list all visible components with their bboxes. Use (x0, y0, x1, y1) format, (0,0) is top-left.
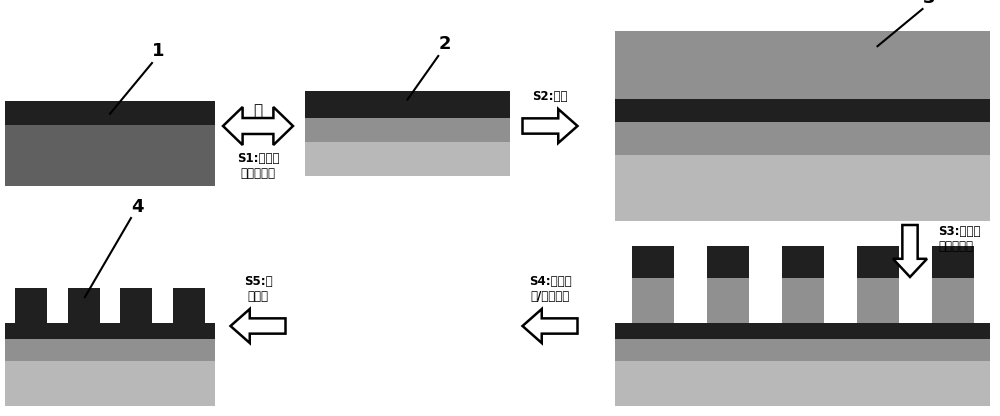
Bar (5, 323, 215, 339)
Bar (68, 287, 100, 323)
Text: S4:磁控溅
射/图形转移: S4:磁控溅 射/图形转移 (529, 275, 571, 303)
Bar (932, 278, 974, 323)
Bar (5, 125, 215, 186)
Bar (932, 246, 974, 278)
Text: S1:清洗和
预处理基底: S1:清洗和 预处理基底 (237, 152, 279, 180)
Bar (706, 278, 748, 323)
Bar (305, 142, 510, 176)
Bar (615, 99, 990, 122)
Bar (305, 91, 510, 118)
Bar (615, 154, 990, 221)
Text: 或: 或 (253, 103, 263, 118)
Bar (5, 101, 215, 125)
Polygon shape (231, 309, 286, 343)
Text: S2:旋涂: S2:旋涂 (532, 90, 568, 103)
Text: 4: 4 (131, 198, 144, 216)
Bar (615, 122, 990, 154)
Polygon shape (522, 309, 578, 343)
Bar (615, 339, 990, 361)
Bar (856, 278, 898, 323)
Bar (706, 246, 748, 278)
Bar (305, 118, 510, 142)
Bar (615, 323, 990, 339)
Bar (5, 361, 215, 406)
Bar (782, 278, 824, 323)
Bar (173, 287, 205, 323)
Bar (615, 361, 990, 406)
Bar (856, 246, 898, 278)
Polygon shape (223, 107, 293, 145)
Bar (615, 31, 990, 99)
Text: 2: 2 (438, 35, 451, 53)
Bar (632, 246, 674, 278)
Text: 1: 1 (152, 42, 164, 60)
Polygon shape (522, 109, 578, 143)
Bar (782, 246, 824, 278)
Bar (120, 287, 152, 323)
Bar (5, 339, 215, 361)
Bar (632, 278, 674, 323)
Polygon shape (893, 225, 927, 277)
Text: S3:电子束
曝光和显影: S3:电子束 曝光和显影 (938, 225, 980, 253)
Text: 3: 3 (922, 0, 935, 7)
Text: S5:剥
离去胶: S5:剥 离去胶 (244, 275, 272, 303)
Bar (15, 287, 47, 323)
